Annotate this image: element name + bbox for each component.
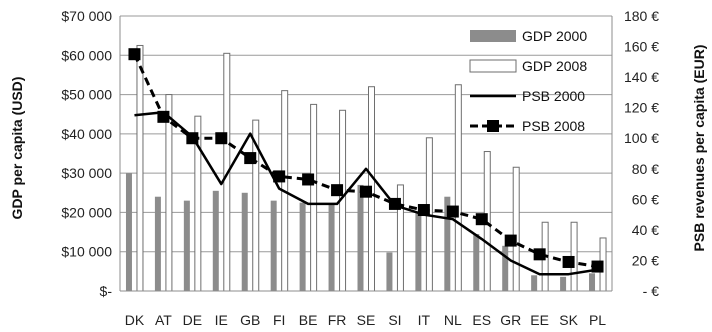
y-tick-label-right: 40 € bbox=[632, 222, 659, 238]
line-marker bbox=[273, 170, 285, 182]
line-marker bbox=[302, 173, 314, 185]
line-series-path bbox=[134, 54, 597, 266]
bar bbox=[386, 253, 392, 292]
y-axis-title-right: PSB revenues per capita (EUR) bbox=[691, 45, 707, 252]
y-tick-label-right: 100 € bbox=[624, 130, 659, 146]
legend-swatch bbox=[470, 30, 516, 42]
legend-label: PSB 2008 bbox=[522, 118, 585, 134]
x-tick-label: ES bbox=[472, 312, 491, 328]
x-tick-label: GB bbox=[240, 312, 260, 328]
x-tick-label: EE bbox=[530, 312, 549, 328]
line-marker bbox=[186, 132, 198, 144]
bar bbox=[126, 173, 132, 291]
x-tick-label: IT bbox=[418, 312, 431, 328]
line-marker bbox=[244, 152, 256, 164]
x-tick-label: SI bbox=[388, 312, 401, 328]
y-tick-label-left: $- bbox=[100, 283, 113, 299]
bar bbox=[560, 277, 566, 291]
x-tick-label: FR bbox=[328, 312, 347, 328]
legend-marker bbox=[487, 120, 499, 132]
bar bbox=[311, 104, 317, 291]
y-tick-label-right: 160 € bbox=[624, 39, 659, 55]
bar bbox=[137, 45, 143, 291]
bar bbox=[589, 273, 595, 291]
line-marker bbox=[592, 261, 604, 273]
legend-label: PSB 2000 bbox=[522, 88, 585, 104]
bar bbox=[155, 197, 161, 291]
y-tick-label-left: $10 000 bbox=[61, 244, 112, 260]
legend: GDP 2000 GDP 2008 PSB 2000 PSB 2008 bbox=[470, 28, 587, 134]
line-marker bbox=[418, 204, 430, 216]
bar bbox=[415, 212, 421, 291]
x-tick-label: DE bbox=[183, 312, 202, 328]
y-axis-title-left: GDP per capita (USD) bbox=[9, 77, 25, 220]
x-tick-label: PL bbox=[589, 312, 606, 328]
bar bbox=[358, 185, 364, 291]
line-marker bbox=[215, 132, 227, 144]
y-tick-label-left: $70 000 bbox=[61, 8, 112, 24]
bar bbox=[300, 203, 306, 291]
y-tick-label-left: $60 000 bbox=[61, 47, 112, 63]
bar bbox=[184, 201, 190, 291]
x-tick-label: NL bbox=[444, 312, 462, 328]
x-tick-label: AT bbox=[155, 312, 172, 328]
legend-label: GDP 2008 bbox=[522, 58, 587, 74]
bar bbox=[513, 167, 519, 291]
line-marker bbox=[505, 235, 517, 247]
y-tick-label-right: 60 € bbox=[632, 191, 659, 207]
bar bbox=[502, 246, 508, 291]
line-marker bbox=[128, 48, 140, 60]
y-tick-label-right: 80 € bbox=[632, 161, 659, 177]
legend-swatch bbox=[470, 60, 516, 72]
y-tick-label-right: 180 € bbox=[624, 8, 659, 24]
bar bbox=[242, 193, 248, 291]
line-marker bbox=[563, 256, 575, 268]
x-tick-label: BE bbox=[299, 312, 318, 328]
line-marker bbox=[331, 184, 343, 196]
bar bbox=[271, 201, 277, 291]
x-tick-label: IE bbox=[215, 312, 228, 328]
legend-label: GDP 2000 bbox=[522, 28, 587, 44]
line-marker bbox=[389, 198, 401, 210]
y-tick-label-right: - € bbox=[643, 283, 660, 299]
y-tick-label-left: $30 000 bbox=[61, 165, 112, 181]
x-tick-label: DK bbox=[125, 312, 145, 328]
y-tick-label-left: $20 000 bbox=[61, 204, 112, 220]
bar bbox=[329, 205, 335, 291]
line-marker bbox=[534, 248, 546, 260]
line-marker bbox=[447, 206, 459, 218]
x-tick-label: GR bbox=[500, 312, 521, 328]
y-tick-label-left: $40 000 bbox=[61, 126, 112, 142]
y-tick-label-right: 120 € bbox=[624, 100, 659, 116]
x-tick-label: SE bbox=[357, 312, 376, 328]
x-tick-label: FI bbox=[273, 312, 285, 328]
bar bbox=[473, 234, 479, 291]
bar bbox=[531, 275, 537, 291]
line-marker bbox=[157, 111, 169, 123]
line-marker bbox=[360, 186, 372, 198]
bar bbox=[455, 85, 461, 291]
bar bbox=[213, 191, 219, 291]
y-tick-label-right: 20 € bbox=[632, 252, 659, 268]
y-tick-label-left: $50 000 bbox=[61, 87, 112, 103]
line-marker bbox=[476, 213, 488, 225]
y-tick-label-right: 140 € bbox=[624, 69, 659, 85]
x-tick-label: SK bbox=[559, 312, 578, 328]
